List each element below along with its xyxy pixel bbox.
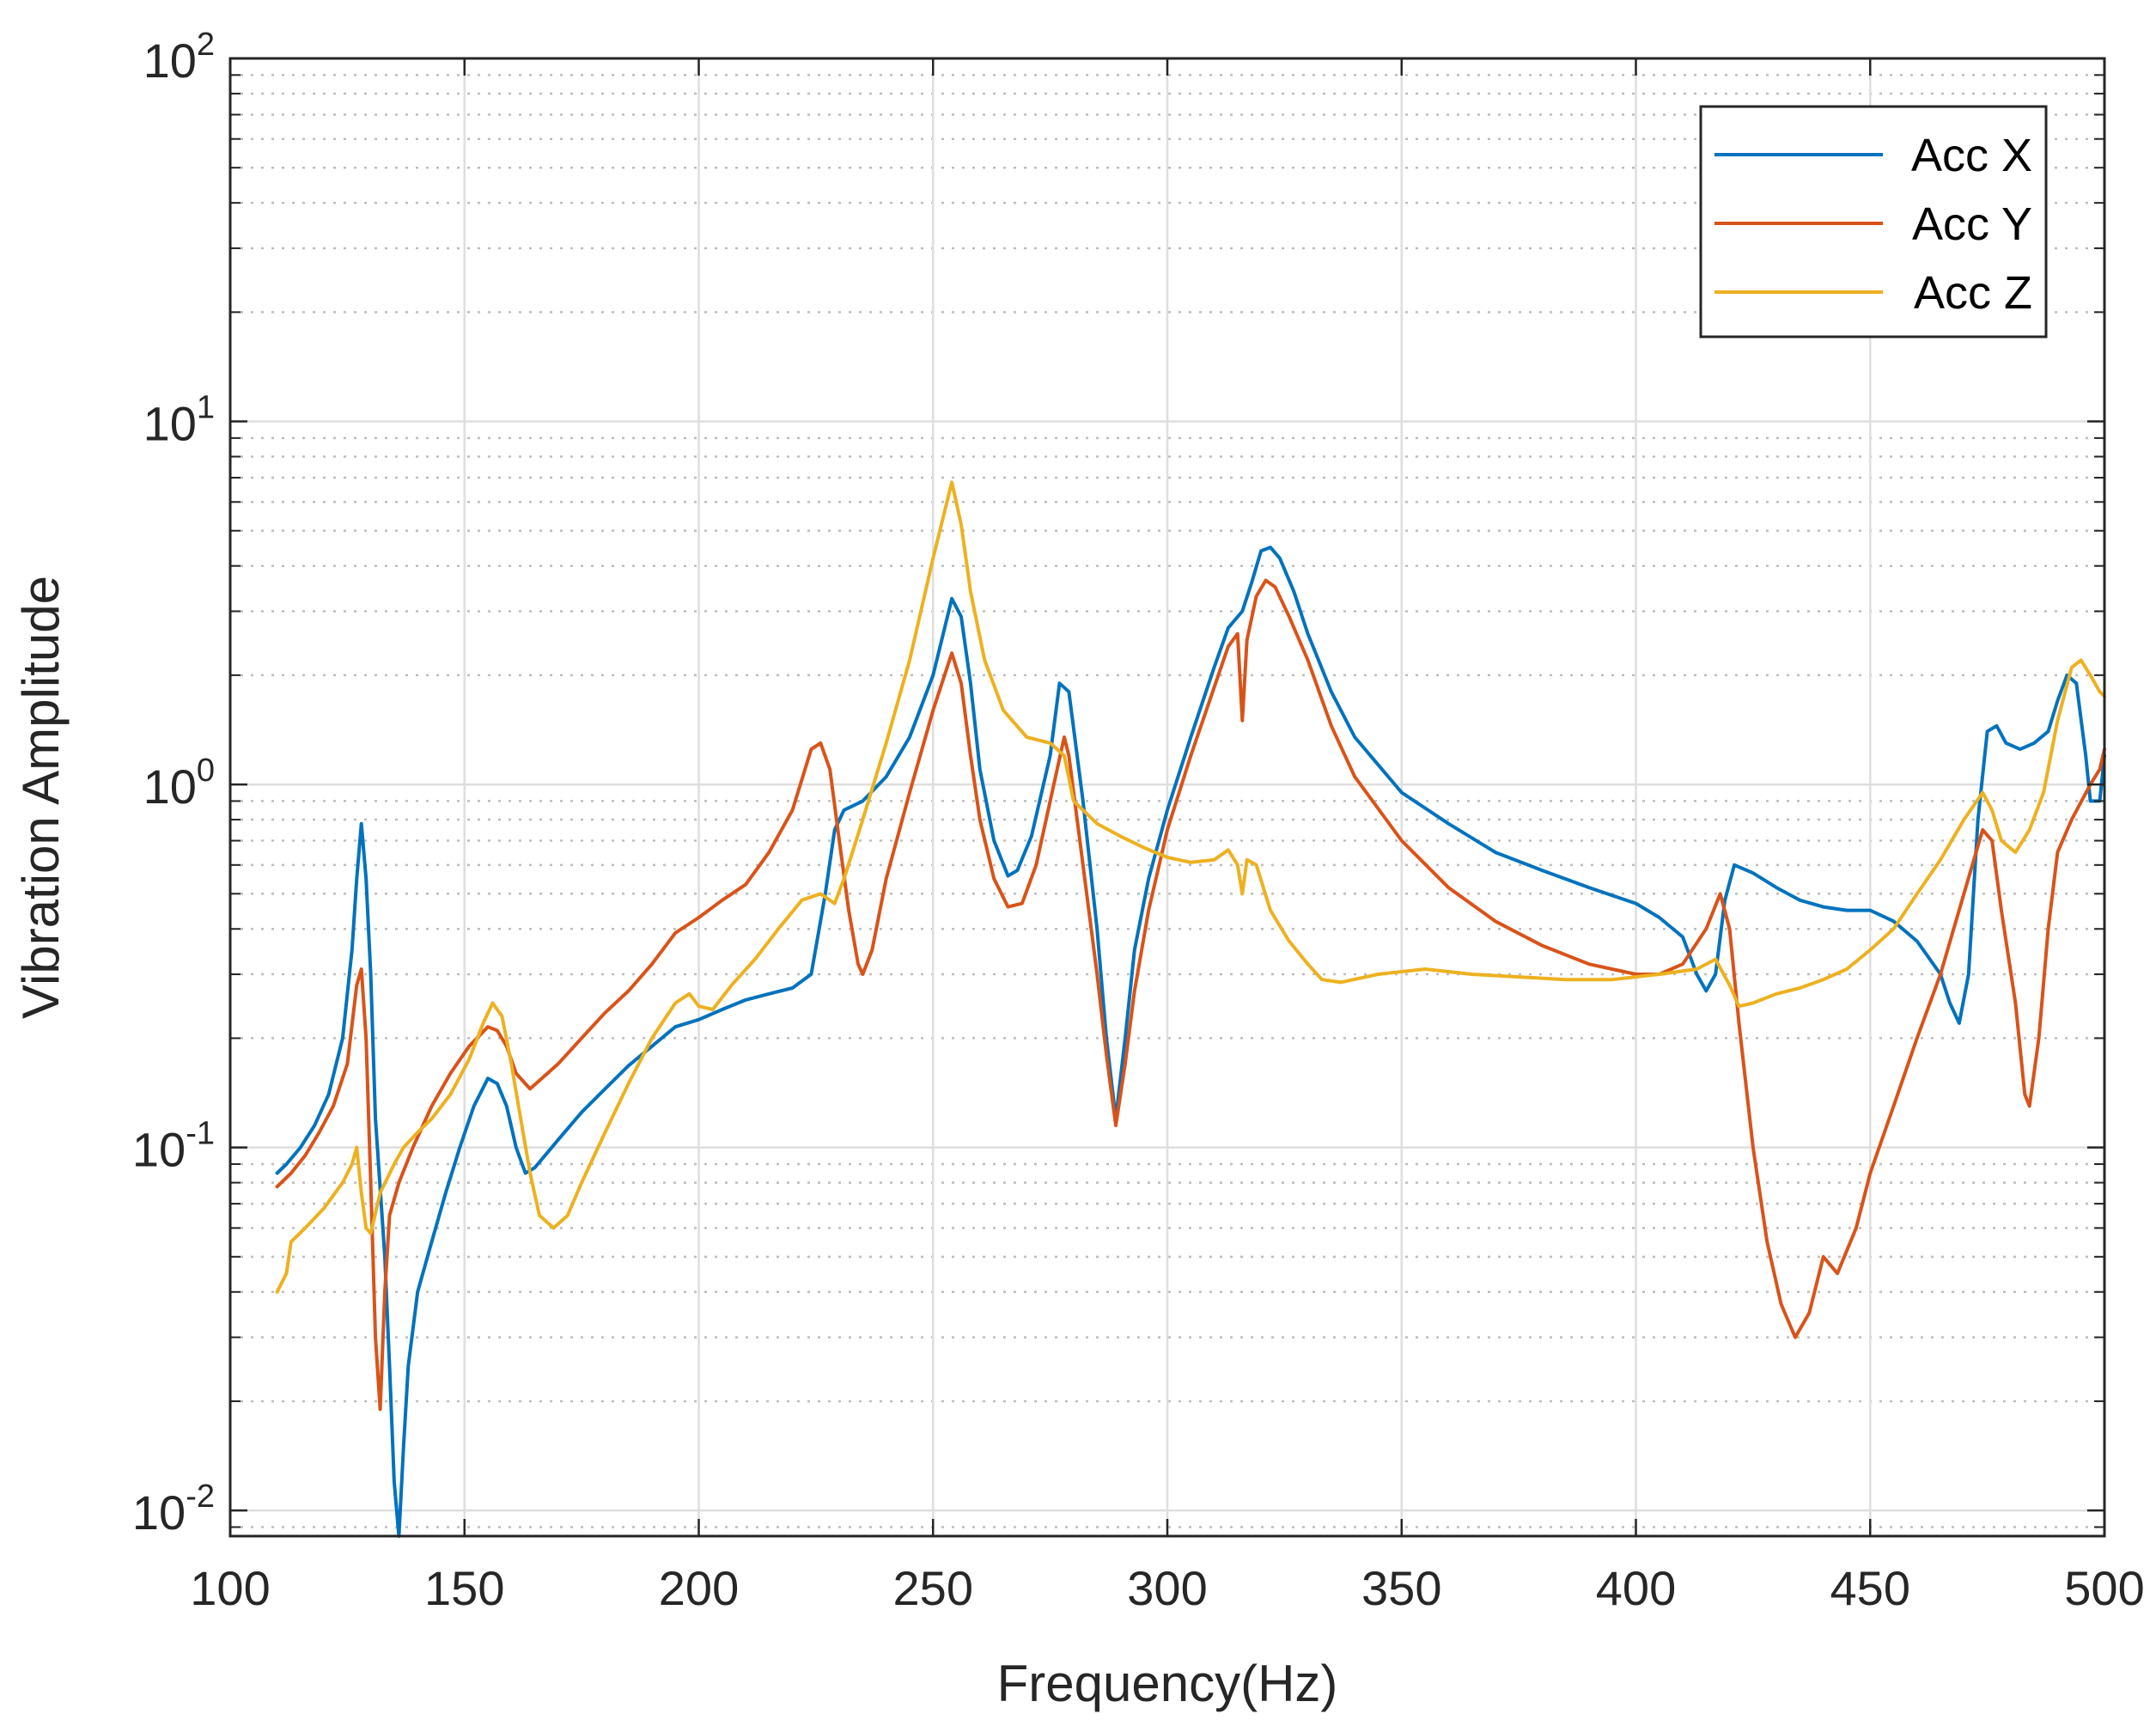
y-tick-base: 10 xyxy=(143,34,197,88)
y-axis-label: Vibration Amplitude xyxy=(12,576,70,1019)
x-tick-label: 350 xyxy=(1361,1561,1441,1615)
y-tick-label: 100 xyxy=(143,753,215,814)
y-tick-base: 10 xyxy=(132,1485,186,1540)
x-tick-label: 250 xyxy=(893,1561,973,1615)
x-tick-labels: 100 150 200 250 300 350 400 450 500 xyxy=(190,1561,2144,1615)
series-lines xyxy=(275,480,2106,1538)
x-tick-label: 150 xyxy=(424,1561,504,1615)
x-tick-label: 300 xyxy=(1127,1561,1207,1615)
series-line-acc-y xyxy=(275,578,2106,1412)
legend-label: Acc Z xyxy=(1914,267,2032,319)
x-tick-label: 450 xyxy=(1830,1561,1910,1615)
y-tick-exponent: 1 xyxy=(197,390,215,426)
y-tick-exponent: -1 xyxy=(186,1116,215,1152)
x-axis-label: Frequency(Hz) xyxy=(997,1655,1338,1712)
legend-label: Acc Y xyxy=(1912,198,2032,250)
major-grid xyxy=(228,57,2106,1536)
y-tick-label: 101 xyxy=(143,390,215,451)
series-line-acc-z xyxy=(275,480,2106,1294)
legend: Acc X Acc Y Acc Z xyxy=(1699,105,2048,338)
x-tick-label: 500 xyxy=(2064,1561,2144,1615)
y-tick-exponent: -2 xyxy=(186,1479,215,1515)
legend-label: Acc X xyxy=(1911,130,2032,181)
axis-ticks xyxy=(228,57,2106,1536)
x-tick-label: 200 xyxy=(659,1561,739,1615)
y-tick-base: 10 xyxy=(143,397,197,451)
y-tick-base: 10 xyxy=(132,1123,186,1177)
y-tick-label: 102 xyxy=(143,27,215,88)
y-tick-exponent: 2 xyxy=(197,27,215,63)
series-line-acc-x xyxy=(275,546,2106,1538)
x-tick-label: 400 xyxy=(1596,1561,1676,1615)
y-tick-label: 10-1 xyxy=(132,1116,215,1177)
y-tick-label: 10-2 xyxy=(132,1479,215,1540)
y-tick-exponent: 0 xyxy=(197,753,215,789)
x-tick-label: 100 xyxy=(190,1561,270,1615)
y-tick-base: 10 xyxy=(143,759,197,814)
